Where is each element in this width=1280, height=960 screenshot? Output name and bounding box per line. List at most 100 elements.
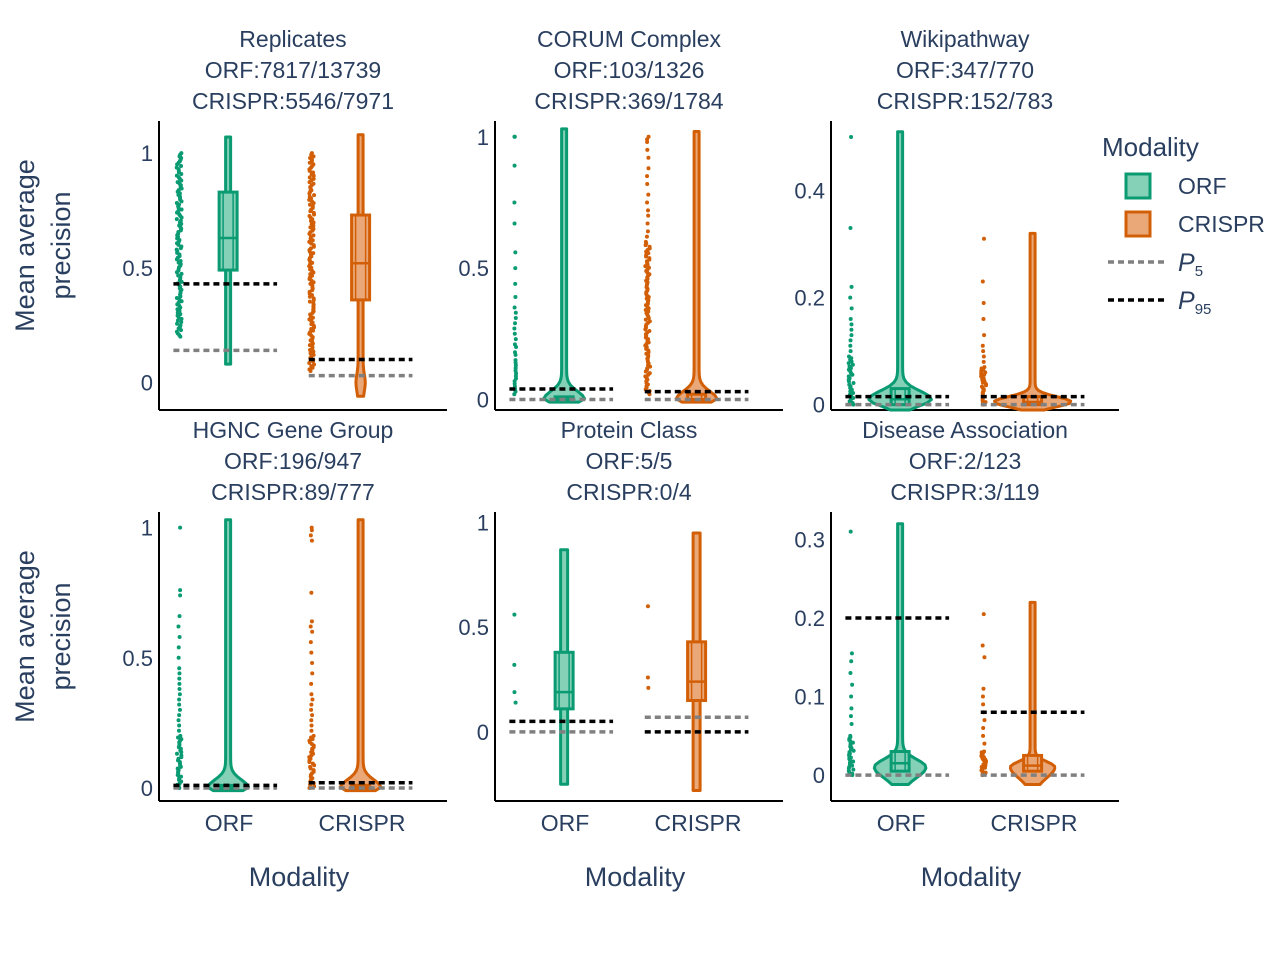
legend-swatch <box>1124 210 1152 238</box>
data-point <box>311 296 316 301</box>
violin-shape <box>993 231 1073 412</box>
data-point <box>646 685 651 690</box>
data-point <box>178 218 183 223</box>
y-tick-label: 0.2 <box>794 286 825 311</box>
data-point <box>311 170 316 175</box>
panel-4: HGNC Gene Group ORF:196/947 CRISPR:89/777 M… <box>10 417 447 892</box>
violin-shape <box>867 130 933 412</box>
data-point <box>981 354 986 359</box>
data-point <box>308 533 313 538</box>
data-point <box>512 326 517 331</box>
series-crispr <box>979 231 1085 412</box>
data-point <box>308 281 313 286</box>
data-point <box>980 643 985 648</box>
data-point <box>979 384 984 389</box>
data-point <box>308 246 313 251</box>
data-point <box>645 604 650 609</box>
series-orf <box>845 522 950 787</box>
y-tick-label: 1 <box>477 510 489 535</box>
data-point <box>513 352 518 357</box>
data-point <box>849 333 854 338</box>
data-point <box>512 690 517 695</box>
data-point <box>179 320 184 325</box>
data-point <box>848 670 853 675</box>
data-point <box>179 151 184 156</box>
data-point <box>177 666 182 671</box>
data-point <box>646 192 651 197</box>
data-point <box>982 333 987 338</box>
data-point <box>174 165 179 170</box>
data-point <box>981 702 986 707</box>
data-point <box>179 774 184 779</box>
data-point <box>310 661 315 666</box>
data-point <box>177 707 182 712</box>
data-point <box>849 327 854 332</box>
box-iqr <box>217 190 239 272</box>
data-point <box>174 329 179 334</box>
panel-title-line: CRISPR:0/4 <box>566 479 691 505</box>
data-point <box>307 317 312 322</box>
box-iqr <box>1022 753 1044 773</box>
data-point <box>309 728 314 733</box>
data-point <box>307 360 312 365</box>
data-point <box>310 671 315 676</box>
data-point <box>177 692 182 697</box>
data-point <box>849 322 854 327</box>
box-iqr <box>889 750 911 773</box>
data-point <box>981 349 986 354</box>
data-point <box>309 619 314 624</box>
data-point <box>310 713 315 718</box>
legend-label: P5 <box>1178 249 1203 280</box>
data-point <box>848 714 853 719</box>
violin-shape <box>674 130 719 404</box>
data-point <box>645 221 650 226</box>
data-point <box>849 651 854 656</box>
data-point <box>848 317 853 322</box>
y-axis-label-line: Mean average <box>10 550 40 723</box>
data-point <box>179 753 184 758</box>
data-point <box>311 733 316 738</box>
data-point <box>514 344 519 349</box>
x-tick-label: CRISPR <box>991 810 1078 836</box>
data-point <box>309 590 314 595</box>
data-point <box>848 529 853 534</box>
data-point <box>848 338 853 343</box>
data-point <box>308 640 313 645</box>
y-tick-label: 0.5 <box>122 256 153 281</box>
y-tick-label: 0.2 <box>794 606 825 631</box>
data-point <box>311 181 316 186</box>
data-point <box>849 694 854 699</box>
data-point <box>311 210 316 215</box>
data-point <box>176 645 181 650</box>
panel-title-line: CRISPR:5546/7971 <box>192 88 394 114</box>
y-tick-label: 0 <box>813 763 825 788</box>
data-point <box>513 266 518 271</box>
data-point <box>513 310 518 315</box>
data-point <box>851 767 856 772</box>
data-point <box>848 343 853 348</box>
legend-item-2: CRISPR <box>1124 210 1265 238</box>
data-point <box>311 301 316 306</box>
panel-title-line: HGNC Gene Group <box>193 417 394 443</box>
data-point <box>309 692 314 697</box>
data-point <box>174 201 179 206</box>
legend-label: CRISPR <box>1178 211 1265 237</box>
data-point <box>848 733 853 738</box>
data-point <box>512 662 517 667</box>
data-point <box>512 163 517 168</box>
data-point <box>846 374 851 379</box>
y-axis-label-line: Mean average <box>10 159 40 332</box>
y-tick-label: 0 <box>813 393 825 418</box>
x-tick-label: CRISPR <box>655 810 742 836</box>
panel-title-line: Wikipathway <box>900 26 1030 52</box>
data-point <box>177 713 182 718</box>
data-point <box>647 329 652 334</box>
series-crispr <box>979 600 1085 787</box>
data-point <box>982 749 987 754</box>
data-point <box>849 706 854 711</box>
y-tick-label: 1 <box>141 516 153 541</box>
violin-shape <box>338 518 383 793</box>
y-axis-label-line: precision <box>46 582 76 690</box>
data-point <box>647 319 652 324</box>
series-orf <box>845 130 950 412</box>
